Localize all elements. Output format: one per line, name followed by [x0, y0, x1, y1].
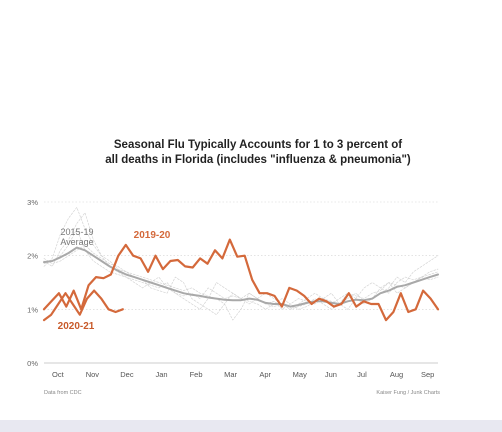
y-tick-label: 2%	[27, 252, 38, 261]
x-tick-label: Nov	[86, 370, 100, 379]
source-note: Data from CDC	[44, 390, 82, 396]
series-line-2019-20	[44, 240, 438, 321]
x-tick-label: Oct	[52, 370, 65, 379]
y-tick-label: 1%	[27, 305, 38, 314]
series-line-season-a	[44, 229, 438, 309]
x-tick-label: Jul	[357, 370, 367, 379]
y-axis: 0% 1% 2% 3%	[27, 198, 38, 368]
x-tick-label: Jan	[155, 370, 167, 379]
footer-bar	[0, 420, 502, 432]
chart-title-line-1: Seasonal Flu Typically Accounts for 1 to…	[114, 139, 402, 151]
y-tick-label: 0%	[27, 359, 38, 368]
gridlines	[44, 202, 438, 363]
x-tick-label: May	[293, 370, 307, 379]
annotation-2019-20: 2019-20	[134, 230, 171, 241]
y-tick-label: 3%	[27, 198, 38, 207]
annotation-2020-21: 2020-21	[58, 321, 95, 332]
x-tick-label: Sep	[421, 370, 434, 379]
series-lines	[44, 207, 438, 320]
x-tick-label: Aug	[390, 370, 403, 379]
x-axis: Oct Nov Dec Jan Feb Mar Apr May Jun Jul Aug Sep	[52, 370, 434, 379]
x-tick-label: Mar	[224, 370, 237, 379]
annotation-average-label: Average	[60, 237, 93, 247]
x-tick-label: Feb	[190, 370, 203, 379]
annotation-average-years: 2015-19	[60, 227, 93, 237]
chart-title-line-2: all deaths in Florida (includes "influen…	[105, 154, 411, 166]
x-tick-label: Apr	[259, 370, 271, 379]
credit-note: Kaiser Fung / Junk Charts	[376, 390, 440, 396]
x-tick-label: Jun	[325, 370, 337, 379]
x-tick-label: Dec	[120, 370, 134, 379]
